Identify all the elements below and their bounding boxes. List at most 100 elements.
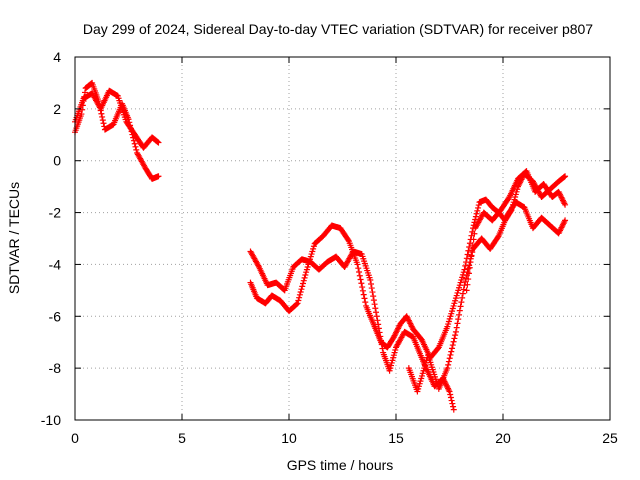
x-tick-label: 5 (178, 430, 186, 446)
data-point (301, 274, 308, 281)
data-point (452, 328, 459, 335)
data-point (446, 355, 453, 362)
data-point (378, 341, 385, 348)
data-point (99, 113, 106, 120)
data-point (460, 286, 467, 293)
x-axis-label: GPS time / hours (287, 457, 394, 473)
data-point (447, 391, 454, 398)
data-point (299, 283, 306, 290)
data-point (562, 217, 569, 224)
y-tick-label: 0 (53, 153, 61, 169)
data-point (369, 289, 376, 296)
data-point (298, 286, 305, 293)
data-point (447, 394, 454, 401)
x-tick-label: 15 (388, 430, 404, 446)
data-point (454, 320, 461, 327)
data-point (449, 342, 456, 349)
data-point (458, 299, 465, 306)
data-point (472, 213, 479, 220)
data-point (354, 261, 361, 268)
data-point (450, 403, 457, 410)
chart-title: Day 299 of 2024, Sidereal Day-to-day VTE… (83, 21, 593, 37)
data-point (295, 297, 302, 304)
data-point (378, 337, 385, 344)
data-point (355, 265, 362, 272)
data-point (98, 110, 105, 117)
data-point (372, 305, 379, 312)
data-point (465, 276, 472, 283)
data-point (300, 277, 307, 284)
data-point (297, 289, 304, 296)
data-point (358, 280, 365, 287)
data-point (453, 324, 460, 331)
data-point (294, 300, 301, 307)
data-point (455, 316, 462, 323)
data-point (456, 311, 463, 318)
data-point (81, 89, 88, 96)
data-point (447, 351, 454, 358)
data-point (456, 307, 463, 314)
data-point (302, 272, 309, 279)
data-point (457, 303, 464, 310)
data-point (356, 272, 363, 279)
data-point (296, 294, 303, 301)
data-point (466, 243, 473, 250)
data-point (471, 230, 478, 237)
data-point (445, 358, 452, 365)
data-point (463, 287, 470, 294)
data-point (466, 264, 473, 271)
data-point (367, 276, 374, 283)
data-point (155, 139, 162, 146)
data-point (356, 268, 363, 275)
data-point (464, 281, 471, 288)
data-point (464, 251, 471, 258)
x-tick-label: 10 (281, 430, 297, 446)
x-tick-label: 20 (495, 430, 511, 446)
data-point (465, 270, 472, 277)
data-point (370, 293, 377, 300)
data-point (375, 325, 382, 332)
data-point (468, 253, 475, 260)
data-point (562, 201, 569, 208)
data-point (357, 276, 364, 283)
data-point (132, 143, 139, 150)
data-point (300, 280, 307, 287)
data-point (379, 345, 386, 352)
data-point (467, 259, 474, 266)
data-point (562, 173, 569, 180)
data-point (470, 236, 477, 243)
data-markers (72, 79, 569, 413)
data-point (360, 291, 367, 298)
y-tick-label: -4 (49, 256, 62, 272)
data-point (368, 281, 375, 288)
data-point (448, 397, 455, 404)
data-point (450, 406, 457, 413)
data-point (296, 291, 303, 298)
data-point (376, 329, 383, 336)
data-point (377, 333, 384, 340)
plot-frame (74, 56, 611, 421)
data-point (474, 207, 481, 214)
data-point (473, 210, 480, 217)
data-point (370, 297, 377, 304)
y-tick-label: -2 (49, 205, 62, 221)
data-point (450, 338, 457, 345)
data-point (446, 388, 453, 395)
data-point (469, 242, 476, 249)
data-point (373, 309, 380, 316)
data-point (293, 301, 300, 308)
data-point (469, 247, 476, 254)
data-point (445, 361, 452, 368)
x-tick-label: 25 (602, 430, 618, 446)
data-point (133, 146, 140, 153)
data-point (155, 173, 162, 180)
data-point (448, 348, 455, 355)
data-point (494, 234, 501, 241)
data-point (359, 287, 366, 294)
data-point (459, 294, 466, 301)
data-point (345, 236, 352, 243)
y-tick-label: 2 (53, 101, 61, 117)
data-point (449, 400, 456, 407)
data-point (444, 365, 451, 372)
